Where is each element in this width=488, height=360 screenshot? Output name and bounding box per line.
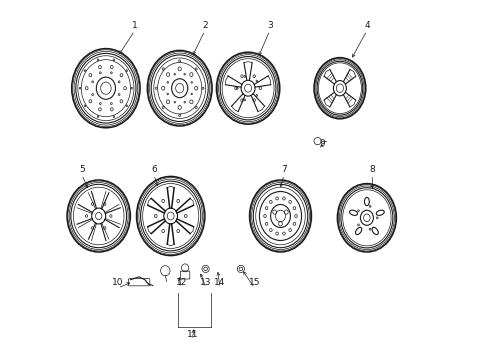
Ellipse shape (67, 180, 130, 252)
Ellipse shape (313, 58, 365, 119)
Text: 11: 11 (186, 330, 198, 339)
Text: 15: 15 (248, 278, 260, 287)
Text: 10: 10 (112, 278, 123, 287)
Text: 14: 14 (214, 278, 225, 287)
Text: 7: 7 (281, 165, 286, 174)
Ellipse shape (249, 180, 311, 252)
Text: 8: 8 (368, 165, 374, 174)
Text: 5: 5 (79, 165, 84, 174)
Text: 3: 3 (266, 21, 272, 30)
Text: 1: 1 (132, 21, 137, 30)
Ellipse shape (216, 52, 279, 124)
Ellipse shape (136, 176, 204, 256)
Ellipse shape (147, 50, 212, 126)
Ellipse shape (337, 184, 396, 252)
Text: 6: 6 (151, 165, 156, 174)
Text: 12: 12 (176, 278, 187, 287)
Text: 13: 13 (200, 278, 211, 287)
Text: 2: 2 (202, 21, 207, 30)
Text: 9: 9 (318, 139, 324, 148)
Text: 4: 4 (364, 21, 369, 30)
Ellipse shape (72, 49, 140, 128)
